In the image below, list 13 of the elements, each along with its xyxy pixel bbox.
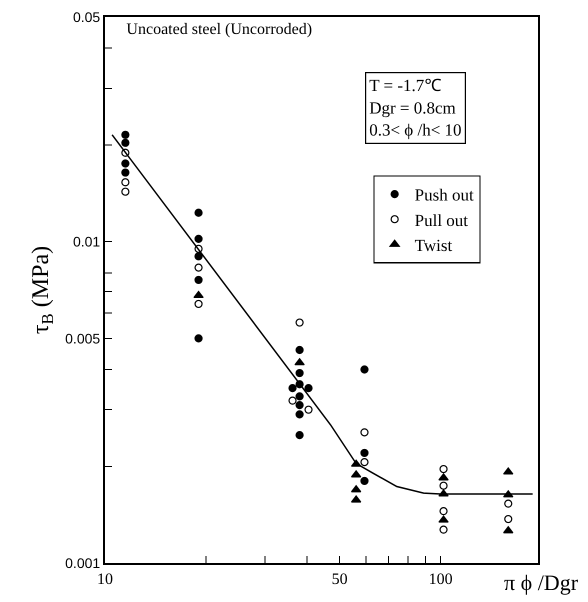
x-tick-label: 50 [332, 571, 348, 588]
y-tick-label: 0.01 [72, 234, 100, 250]
x-tick-label: 10 [97, 571, 113, 588]
x-tick-label: 100 [428, 571, 453, 588]
y-tick-label: 0.05 [72, 8, 100, 25]
y-tick-label: 0.005 [65, 330, 100, 346]
x-axis-title: π ϕ /Dgr [504, 570, 579, 595]
legend-label: Twist [414, 236, 452, 255]
annotation: T = -1.7℃ Dgr = 0.8cm 0.3< ϕ /h< 10 [369, 76, 462, 140]
legend-label: Push out [414, 186, 474, 205]
y-tick-label: 0.001 [65, 554, 100, 571]
chart-title: Uncoated steel (Uncorroded) [126, 21, 312, 38]
legend-label: Pull out [414, 210, 468, 230]
